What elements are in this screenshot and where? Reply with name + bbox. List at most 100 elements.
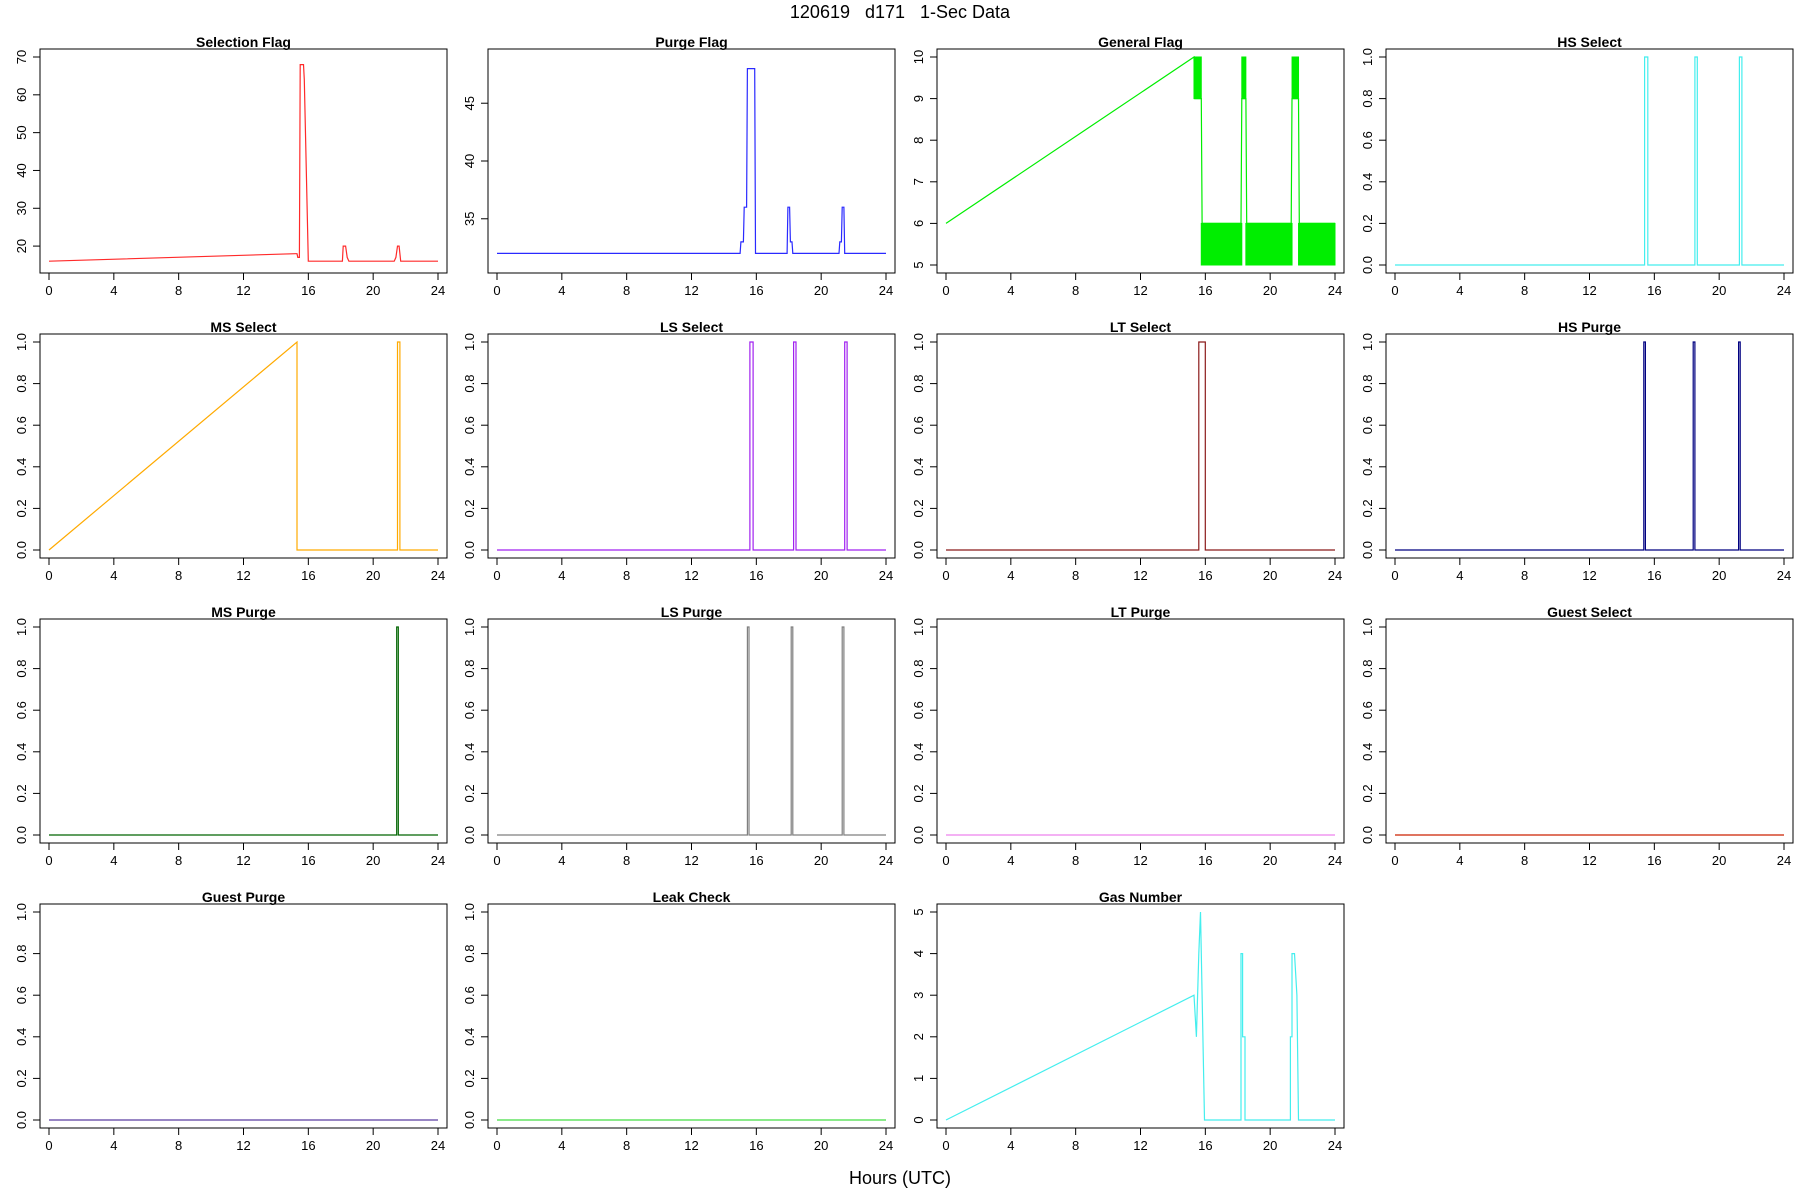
x-tick-label: 8 [623,1138,630,1153]
y-tick-label: 1.0 [1360,618,1375,636]
y-tick-label: 0.0 [911,541,926,559]
series-line-selection-flag [48,63,438,262]
y-axis: 0 1 2 3 4 5 [911,908,938,1124]
x-axis: 0 4 8 12 16 20 24 [493,842,893,868]
x-tick-label: 12 [1582,568,1596,583]
plot-frame [39,333,448,559]
panel-title: MS Purge [211,604,276,620]
y-tick-label: 0.6 [462,416,477,434]
panel-title: General Flag [1098,34,1183,50]
y-tick-label: 0.2 [1360,499,1375,517]
y-tick-label: 1.0 [911,618,926,636]
panel-general-flag: General Flag 0 4 8 12 16 20 24 5 6 7 8 9 10 [911,34,1345,298]
series-line-ls-purge [497,626,886,836]
y-tick-label: 0.8 [462,945,477,963]
x-tick-label: 8 [1072,283,1079,298]
x-tick-label: 0 [1391,283,1398,298]
y-tick-label: 0.2 [911,499,926,517]
y-tick-label: 0.0 [462,826,477,844]
panel-leak-check: Leak Check 0 4 8 12 16 20 24 0.0 0.2 0.4 0.6 0.8 1.0 [462,889,896,1153]
x-tick-label: 8 [1072,568,1079,583]
x-tick-label: 0 [45,853,52,868]
x-tick-label: 24 [1328,853,1342,868]
x-tick-label: 12 [236,283,250,298]
x-tick-label: 4 [1456,853,1463,868]
y-tick-label: 0.0 [14,541,29,559]
plot-frame [1385,618,1794,844]
y-tick-label: 0.0 [462,541,477,559]
plot-frame [487,333,896,559]
y-axis: 0.0 0.2 0.4 0.6 0.8 1.0 [462,903,489,1129]
y-tick-label: 0.8 [911,660,926,678]
x-tick-label: 12 [1133,1138,1147,1153]
panel-title: Guest Purge [202,889,285,905]
y-axis: 0.0 0.2 0.4 0.6 0.8 1.0 [1360,618,1387,844]
x-tick-label: 4 [110,568,117,583]
y-tick-label: 0.4 [14,458,29,476]
y-axis: 0.0 0.2 0.4 0.6 0.8 1.0 [911,618,938,844]
y-axis: 35 40 45 [462,96,489,226]
y-tick-label: 0.4 [1360,743,1375,761]
y-tick-label: 10 [911,50,926,64]
panel-title: LT Select [1110,319,1172,335]
x-tick-label: 0 [493,568,500,583]
series-line-hs-select [1395,56,1784,266]
x-tick-label: 24 [431,1138,445,1153]
y-tick-label: 0.8 [911,375,926,393]
y-tick-label: 1.0 [14,618,29,636]
x-tick-label: 16 [749,568,763,583]
x-tick-label: 12 [1133,853,1147,868]
panel-title: LT Purge [1111,604,1171,620]
y-tick-label: 0.4 [462,458,477,476]
y-tick-label: 0.6 [462,986,477,1004]
x-tick-label: 16 [301,853,315,868]
plot-frame [936,333,1345,559]
x-tick-label: 12 [236,853,250,868]
x-tick-label: 4 [1007,283,1014,298]
y-tick-label: 0.6 [14,701,29,719]
x-tick-label: 16 [749,1138,763,1153]
y-tick-label: 0.8 [14,375,29,393]
x-tick-label: 16 [1647,853,1661,868]
x-tick-label: 24 [1777,283,1791,298]
x-axis-title: Hours (UTC) [849,1168,951,1188]
panel-title: Leak Check [653,889,731,905]
x-axis: 0 4 8 12 16 20 24 [1391,557,1791,583]
y-axis: 0.0 0.2 0.4 0.6 0.8 1.0 [1360,333,1387,559]
y-tick-label: 0.2 [462,499,477,517]
y-tick-label: 30 [14,201,29,215]
x-tick-label: 8 [1072,853,1079,868]
y-tick-label: 0.8 [462,660,477,678]
y-tick-label: 0.2 [462,1069,477,1087]
series-line-general-flag [945,55,1335,224]
plot-frame [39,903,448,1129]
x-axis: 0 4 8 12 16 20 24 [45,842,445,868]
panel-ms-select: MS Select 0 4 8 12 16 20 24 0.0 0.2 0.4 0.6 0.8 1.0 [14,319,448,583]
panel-title: Selection Flag [196,34,291,50]
panel-lt-select: LT Select 0 4 8 12 16 20 24 0.0 0.2 0.4 0.6 0.8 1.0 [911,319,1345,583]
y-tick-label: 0.4 [911,743,926,761]
x-tick-label: 0 [493,1138,500,1153]
x-tick-label: 24 [1328,283,1342,298]
panel-title: LS Purge [661,604,723,620]
x-tick-label: 4 [1007,1138,1014,1153]
series-line-ls-select [497,341,886,551]
x-tick-label: 8 [175,853,182,868]
y-tick-label: 0.0 [14,1111,29,1129]
y-axis: 20 30 40 50 60 70 [14,50,41,253]
x-axis: 0 4 8 12 16 20 24 [493,557,893,583]
x-axis: 0 4 8 12 16 20 24 [942,842,1342,868]
y-tick-label: 0.2 [1360,784,1375,802]
page-title: 120619 d171 1-Sec Data [789,2,1011,22]
y-tick-label: 3 [911,992,926,999]
x-tick-label: 20 [814,283,828,298]
y-axis: 0.0 0.2 0.4 0.6 0.8 1.0 [14,903,41,1129]
x-tick-label: 16 [301,1138,315,1153]
filled-band [1200,222,1243,266]
y-tick-label: 5 [911,908,926,915]
panel-hs-purge: HS Purge 0 4 8 12 16 20 24 0.0 0.2 0.4 0.6 0.8 1.0 [1360,319,1794,583]
y-tick-label: 1.0 [14,903,29,921]
y-tick-label: 0.8 [1360,375,1375,393]
x-tick-label: 24 [431,283,445,298]
panel-ms-purge: MS Purge 0 4 8 12 16 20 24 0.0 0.2 0.4 0.6 0.8 1.0 [14,604,448,868]
